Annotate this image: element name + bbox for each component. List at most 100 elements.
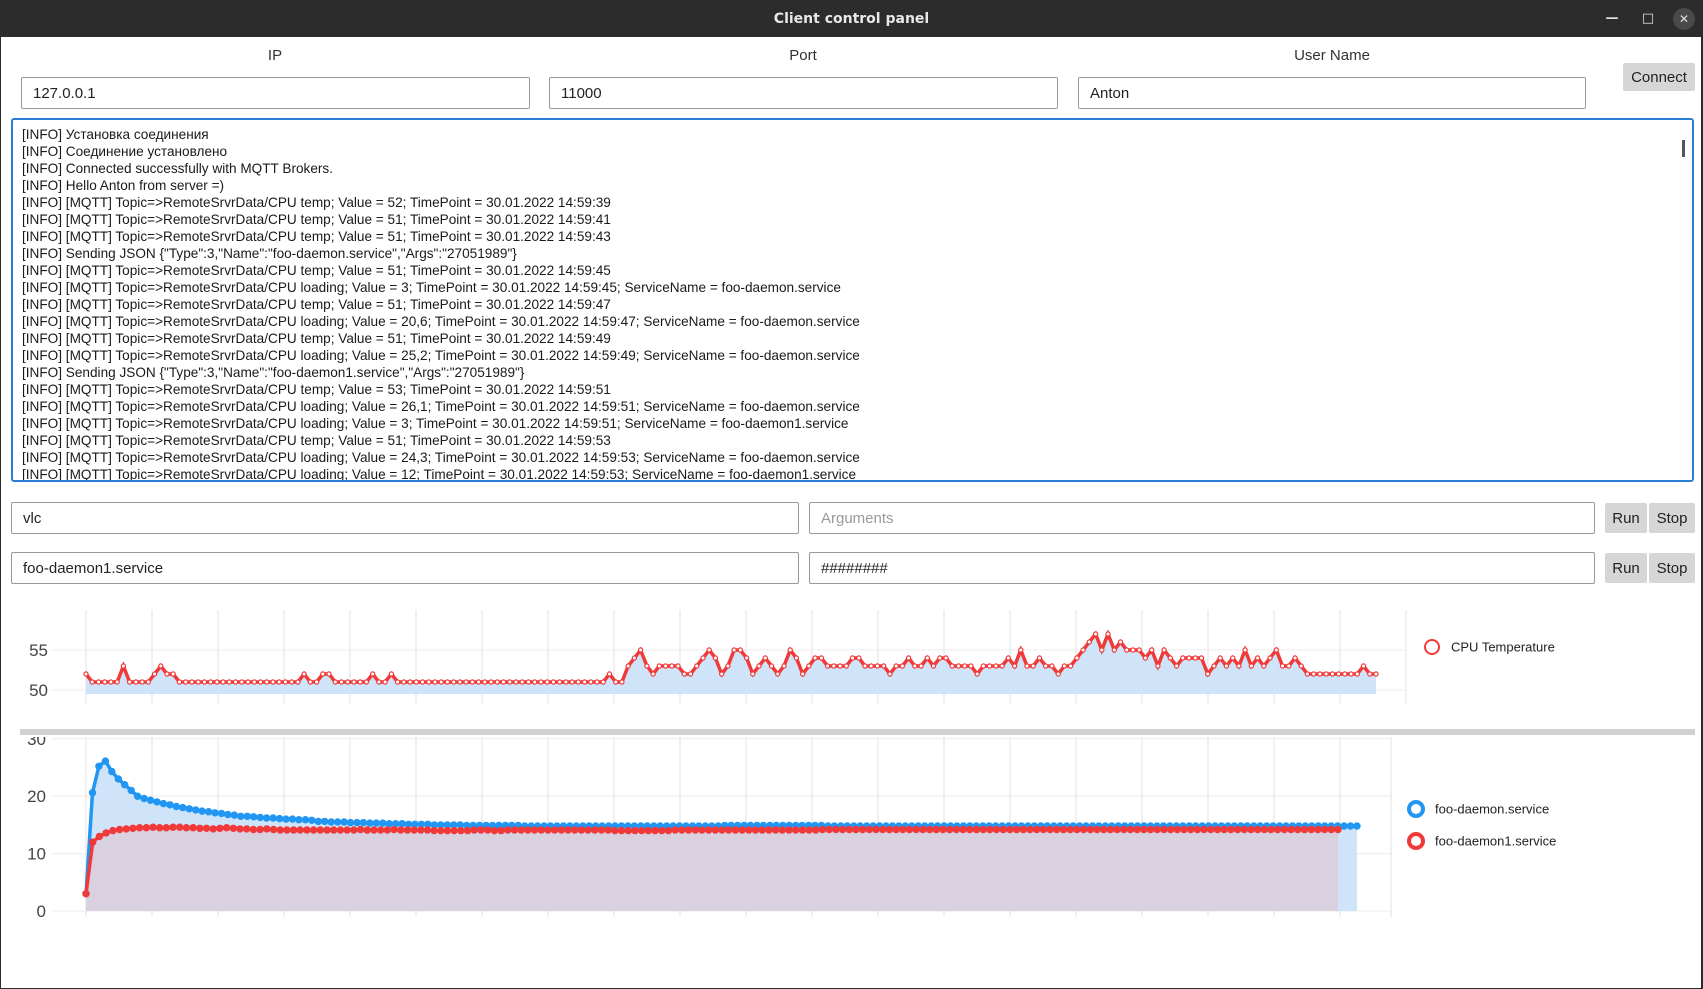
data-point [588,679,594,685]
data-point [1242,647,1248,653]
ip-label: IP [267,47,283,64]
data-point [1247,825,1255,834]
data-point [417,820,426,828]
data-point [1323,671,1329,677]
data-point [1117,639,1124,645]
data-point [845,825,853,834]
data-point [892,825,900,834]
data-point [301,816,310,824]
data-point [145,679,151,685]
minimize-icon[interactable]: — [1605,11,1619,26]
data-point [450,821,458,829]
data-point [1161,647,1167,653]
maximize-icon[interactable]: □ [1641,11,1655,26]
log-scrollbar[interactable] [1682,140,1685,157]
data-point [490,826,499,835]
data-point [410,826,418,834]
data-point [725,663,731,669]
stop-button[interactable]: Stop [1649,503,1695,533]
data-point [962,663,968,669]
data-point [230,811,239,819]
data-point [899,663,906,669]
log-line: [INFO] [MQTT] Topic=>RemoteSrvrData/CPU … [22,263,611,278]
data-point [1307,825,1315,834]
data-point [664,826,673,835]
data-point [1074,655,1080,661]
data-point [563,679,569,685]
data-point [214,679,220,685]
data-point [513,679,519,685]
log-line: [INFO] [MQTT] Topic=>RemoteSrvrData/CPU … [22,297,611,312]
data-point [263,825,271,833]
data-point [681,671,688,677]
data-point [426,679,432,685]
data-point [1300,825,1309,834]
data-point [385,820,393,828]
connect-button[interactable]: Connect [1623,63,1695,91]
port-field[interactable]: 11000 [549,77,1058,109]
data-point [1140,825,1148,834]
data-point [140,794,148,803]
log-line: [INFO] [MQTT] Topic=>RemoteSrvrData/CPU … [22,212,611,227]
data-point [806,663,812,669]
data-point [1267,825,1275,834]
data-point [327,818,335,826]
data-point [1240,825,1249,834]
data-point [488,679,494,685]
service-arguments-field[interactable]: ######## [809,552,1595,584]
data-point [1207,825,1215,834]
data-point [207,679,214,685]
data-point [388,671,395,677]
chart-splitter[interactable] [20,729,1695,735]
data-point [591,826,599,834]
ip-field[interactable]: 127.0.0.1 [21,77,530,109]
data-point [637,647,644,653]
data-point [170,671,176,677]
arguments-field[interactable]: Arguments [809,502,1595,534]
log-line: [INFO] Connected successfully with MQTT … [22,161,333,176]
data-point [309,826,318,834]
run-button[interactable]: Run [1605,503,1647,533]
close-icon[interactable]: ✕ [1673,7,1695,30]
legend-label: foo-daemon1.service [1435,834,1556,849]
data-point [631,655,638,661]
data-point [372,819,380,827]
data-point [394,679,401,685]
data-point [872,825,880,834]
user-name-field[interactable]: Anton [1078,77,1586,109]
process-name-field[interactable]: vlc [11,502,799,534]
data-point [222,824,231,832]
data-point [510,826,519,834]
data-point [308,816,316,824]
data-point [159,799,168,808]
service-stop-button[interactable]: Stop [1649,553,1695,583]
data-point [787,647,793,653]
data-point [1317,671,1323,677]
data-point [1113,825,1121,834]
data-point [359,818,368,827]
data-point [370,826,378,834]
log-line: [INFO] Sending JSON {"Type":3,"Name":"fo… [22,246,517,261]
service-name-field[interactable]: foo-daemon1.service [11,552,799,584]
data-point [1267,655,1273,661]
data-point [1012,825,1021,834]
data-point [519,679,525,685]
data-point [932,825,940,834]
data-point [980,663,987,669]
data-point [711,826,719,834]
data-point [139,679,145,685]
data-point [1260,825,1269,834]
data-point [256,813,264,822]
data-point [725,826,733,834]
log-output[interactable]: [INFO] Установка соединения [INFO] Соедин… [11,118,1694,482]
data-point [301,671,307,677]
data-point [276,679,282,685]
cpu-temperature-chart: 50 55 CPU Temperature [1,600,1701,725]
service-run-button[interactable]: Run [1605,553,1647,583]
data-point [1286,663,1292,669]
data-point [912,825,920,834]
data-point [1217,655,1223,661]
title-bar: Client control panel — □ ✕ [0,0,1703,37]
data-point [881,663,887,669]
data-point [307,679,313,685]
